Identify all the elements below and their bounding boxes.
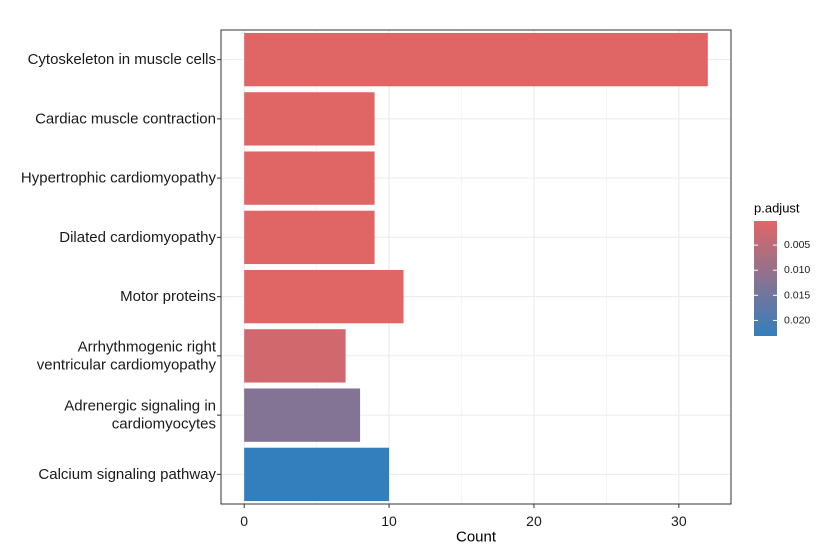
- bar: [244, 210, 375, 265]
- legend-tick-label: 0.005: [784, 239, 810, 251]
- x-axis: 0 10 20 30: [240, 504, 687, 529]
- panel-border: [220, 29, 732, 505]
- y-tick-label: ventricular cardiomyopathy: [37, 356, 217, 373]
- legend-ticks: 0.005 0.010 0.015 0.020: [754, 239, 810, 326]
- x-tick-label: 30: [671, 513, 687, 529]
- legend-colorbar: [754, 221, 777, 336]
- x-axis-label: Count: [456, 529, 497, 546]
- y-tick-label: Hypertrophic cardiomyopathy: [21, 170, 217, 187]
- bar: [244, 92, 375, 146]
- bar: [244, 447, 390, 502]
- legend-tick-label: 0.020: [784, 314, 810, 326]
- x-tick-label: 0: [240, 513, 248, 529]
- legend-tick-label: 0.010: [784, 264, 810, 276]
- y-tick-label: Cytoskeleton in muscle cells: [28, 51, 216, 68]
- x-tick-label: 20: [526, 513, 542, 529]
- y-tick-label: Cardiac muscle contraction: [35, 110, 216, 127]
- x-tick-label: 10: [381, 513, 397, 529]
- bar: [244, 329, 346, 383]
- bar: [244, 388, 361, 442]
- bar: [244, 32, 708, 87]
- bar: [244, 151, 375, 205]
- y-axis: Cytoskeleton in muscle cells Cardiac musc…: [21, 51, 221, 483]
- y-tick-label: Calcium signaling pathway: [38, 466, 216, 483]
- legend: p.adjust 0.005 0.010 0.015 0.020: [754, 201, 810, 336]
- bars: [244, 32, 708, 502]
- y-tick-label: Arrhythmogenic right: [78, 338, 217, 355]
- bar: [244, 269, 404, 324]
- y-tick-label: Dilated cardiomyopathy: [59, 229, 216, 246]
- y-tick-label: cardiomyocytes: [112, 416, 216, 433]
- y-tick-label: Motor proteins: [120, 288, 216, 305]
- legend-title: p.adjust: [754, 201, 800, 216]
- y-tick-label: Adrenergic signaling in: [64, 398, 216, 415]
- legend-tick-label: 0.015: [784, 289, 810, 301]
